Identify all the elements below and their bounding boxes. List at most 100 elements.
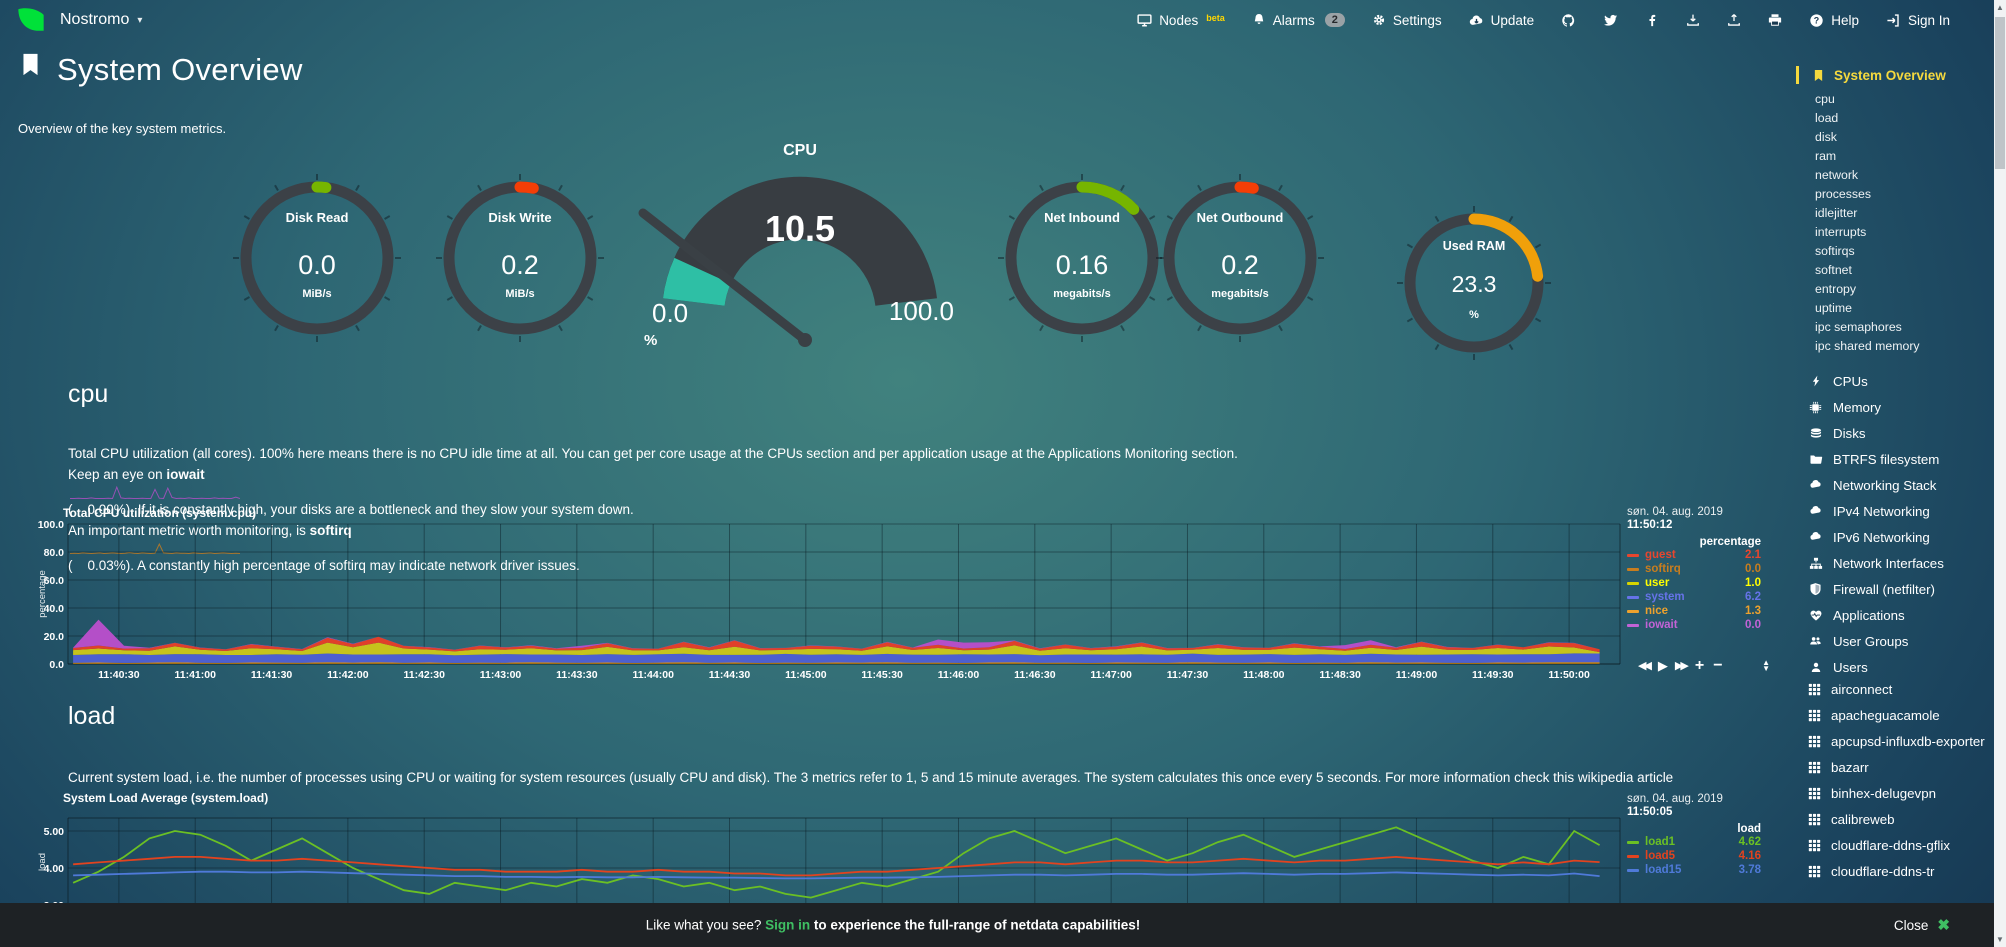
nav-help[interactable]: ? Help xyxy=(1809,13,1859,28)
legend-dim-system[interactable]: system 6.2 xyxy=(1627,590,1761,604)
chart-zoomin-button[interactable]: + xyxy=(1694,657,1705,674)
sidebar-subitem-softnet[interactable]: softnet xyxy=(1815,263,1852,277)
chart-fastforward-button[interactable]: ▶▶ xyxy=(1674,660,1689,672)
gauge-disk-read[interactable]: Disk Read 0.0 MiB/s xyxy=(230,171,404,345)
nav-facebook[interactable] xyxy=(1645,13,1659,27)
sidebar-subitem-ipc-shared-memory[interactable]: ipc shared memory xyxy=(1815,339,1920,353)
signin-message-post: to experience the full-range of netdata … xyxy=(813,917,1141,933)
sidebar-item-ipv6-networking[interactable]: IPv6 Networking xyxy=(1788,524,1990,550)
nav-github[interactable] xyxy=(1561,13,1576,28)
sidebar-subitem-disk[interactable]: disk xyxy=(1815,130,1837,144)
sidebar-item-cloudflare-ddns-tr[interactable]: cloudflare-ddns-tr xyxy=(1788,862,1990,888)
chart-zoomout-button[interactable]: − xyxy=(1713,657,1723,674)
sidebar-subitem-load[interactable]: load xyxy=(1815,111,1839,125)
legend-dim-guest[interactable]: guest 2.1 xyxy=(1627,548,1761,562)
nav-import-snapshot[interactable] xyxy=(1686,13,1700,27)
svg-text:Total CPU utilization (system.: Total CPU utilization (system.cpu) xyxy=(63,506,256,520)
print-icon xyxy=(1768,13,1782,27)
legend-dim-user[interactable]: user 1.0 xyxy=(1627,576,1761,590)
gauge-used-ram[interactable]: Used RAM 23.3% xyxy=(1394,203,1554,363)
nav-signin[interactable]: Sign In xyxy=(1886,13,1950,28)
sidebar-subitem-processes[interactable]: processes xyxy=(1815,187,1872,201)
nav-export-snapshot[interactable] xyxy=(1727,13,1741,27)
close-icon: ✖ xyxy=(1937,917,1950,934)
sidebar-subitem-uptime[interactable]: uptime xyxy=(1815,301,1852,315)
chart-resize-handle[interactable]: ▲ ▼ xyxy=(1762,658,1770,673)
chart-time: 11:50:05 xyxy=(1627,806,1673,818)
sidebar-item-memory[interactable]: Memory xyxy=(1788,394,1990,420)
gauge-disk-write[interactable]: Disk Write 0.2 MiB/s xyxy=(433,171,607,345)
sidebar-subitem-ram[interactable]: ram xyxy=(1815,149,1837,163)
gauge-cpu[interactable]: CPU 10.5 0.0 100.0% xyxy=(630,140,970,368)
cpu-utilization-chart[interactable]: 11:40:30 11:41:00 11:41:30 11:42:00 11:42:30… xyxy=(36,505,1626,690)
sidebar-subitem-entropy[interactable]: entropy xyxy=(1815,282,1857,296)
sidebar-item-airconnect[interactable]: airconnect xyxy=(1788,680,1990,706)
grid-icon xyxy=(1808,709,1821,722)
sidebar-item-firewall-netfilter-[interactable]: Firewall (netfilter) xyxy=(1788,576,1990,602)
netdata-logo-icon[interactable] xyxy=(16,5,46,35)
sidebar-item-btrfs-filesystem[interactable]: BTRFS filesystem xyxy=(1788,446,1990,472)
sidebar-item-networking-stack[interactable]: Networking Stack xyxy=(1788,472,1990,498)
nav-twitter[interactable] xyxy=(1603,13,1618,28)
nav-print[interactable] xyxy=(1768,13,1782,27)
legend-dim-load15[interactable]: load15 3.78 xyxy=(1627,863,1761,877)
grid-icon xyxy=(1808,761,1821,774)
sidebar-subitem-interrupts[interactable]: interrupts xyxy=(1815,225,1867,239)
chart-time: 11:50:12 xyxy=(1627,519,1673,531)
legend-dim-iowait[interactable]: iowait 0.0 xyxy=(1627,618,1761,632)
sidebar-subitem-idlejitter[interactable]: idlejitter xyxy=(1815,206,1858,220)
svg-text:11:48:00: 11:48:00 xyxy=(1243,669,1285,681)
sidebar-subitem-network[interactable]: network xyxy=(1815,168,1859,182)
nav-alarms[interactable]: Alarms 2 xyxy=(1252,13,1345,28)
nav-update[interactable]: Update xyxy=(1469,13,1534,28)
sidebar-item-applications[interactable]: Applications xyxy=(1788,602,1990,628)
grid-icon xyxy=(1808,813,1821,826)
sidebar-item-apcupsd-influxdb-exporter[interactable]: apcupsd-influxdb-exporter xyxy=(1788,732,1990,758)
nav-nodes[interactable]: Nodes beta xyxy=(1137,13,1225,28)
sidebar-item-disks[interactable]: Disks xyxy=(1788,420,1990,446)
sidebar-subitem-softirqs[interactable]: softirqs xyxy=(1815,244,1855,258)
legend-dim-softirq[interactable]: softirq 0.0 xyxy=(1627,562,1761,576)
hostname-dropdown[interactable]: Nostromo ▾ xyxy=(60,11,142,29)
close-label: Close xyxy=(1893,917,1929,933)
gauge-title: Disk Write xyxy=(488,210,552,225)
sidebar-item-cloudflare-ddns-gflix[interactable]: cloudflare-ddns-gflix xyxy=(1788,836,1990,862)
load-line-load5 xyxy=(73,855,1600,877)
scrollbar-thumb[interactable] xyxy=(1995,17,2005,169)
svg-text:4.00: 4.00 xyxy=(44,863,65,875)
signin-link[interactable]: Sign in xyxy=(765,917,811,933)
chart-play-button[interactable]: ▶ xyxy=(1657,658,1668,673)
gauge-net-outbound[interactable]: Net Outbound 0.2 megabits/s xyxy=(1153,171,1327,345)
sidebar-item-ipv4-networking[interactable]: IPv4 Networking xyxy=(1788,498,1990,524)
gauge-max: 100.0 xyxy=(888,296,954,326)
nav-settings[interactable]: Settings xyxy=(1372,13,1442,28)
legend-swatch xyxy=(1627,595,1639,599)
sidebar-item-calibreweb[interactable]: calibreweb xyxy=(1788,810,1990,836)
twitter-icon xyxy=(1603,13,1618,28)
legend-dim-load5[interactable]: load5 4.16 xyxy=(1627,849,1761,863)
sidebar-item-cpus[interactable]: CPUs xyxy=(1788,368,1990,394)
sidebar-item-users[interactable]: Users xyxy=(1788,654,1990,680)
sidebar-item-apacheguacamole[interactable]: apacheguacamole xyxy=(1788,706,1990,732)
cpu-desc-line2: Keep an eye on iowait ( 0.00%). If it is… xyxy=(68,466,634,518)
legend-dim-nice[interactable]: nice 1.3 xyxy=(1627,604,1761,618)
scroll-up-icon[interactable]: ▲ xyxy=(1996,3,2004,12)
chart-rewind-button[interactable]: ◀◀ xyxy=(1638,660,1652,672)
close-banner-button[interactable]: Close ✖ xyxy=(1894,916,1950,934)
sidebar-subitem-ipc-semaphores[interactable]: ipc semaphores xyxy=(1815,320,1902,334)
sidebar-item-bazarr[interactable]: bazarr xyxy=(1788,758,1990,784)
gauge-net-inbound[interactable]: Net Inbound 0.16 megabits/s xyxy=(995,171,1169,345)
sidebar-item-user-groups[interactable]: User Groups xyxy=(1788,628,1990,654)
sidebar-subitem-cpu[interactable]: cpu xyxy=(1815,92,1835,106)
sidebar-item-binhex-delugevpn[interactable]: binhex-delugevpn xyxy=(1788,784,1990,810)
users-icon xyxy=(1807,635,1824,647)
scroll-down-icon[interactable]: ▼ xyxy=(1996,935,2004,944)
legend-dim-load1[interactable]: load1 4.62 xyxy=(1627,835,1761,849)
gauge-unit: % xyxy=(644,332,658,349)
sidebar-item-network-interfaces[interactable]: Network Interfaces xyxy=(1788,550,1990,576)
bookmark-icon xyxy=(1812,69,1825,82)
page-scrollbar[interactable]: ▲ ▼ xyxy=(1994,0,2006,947)
sidebar-item-system-overview[interactable]: System Overview xyxy=(1788,64,1990,86)
svg-text:System Load Average (system.lo: System Load Average (system.load) xyxy=(63,791,268,805)
